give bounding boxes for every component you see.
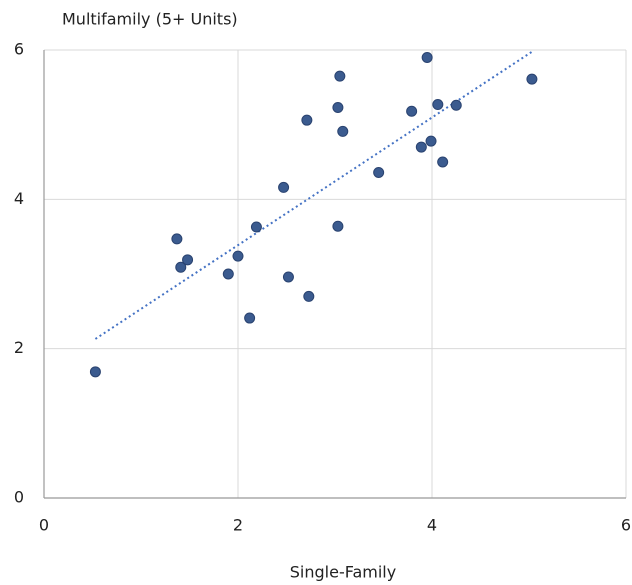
point [373,166,385,178]
point [278,181,290,193]
x-tick-label: 2 [233,516,243,535]
point [175,261,187,273]
point [450,99,462,111]
point [437,156,449,168]
trendline [94,50,533,340]
point [332,101,344,113]
point [222,268,234,280]
point [337,125,349,137]
y-tick-label: 4 [14,189,24,208]
point [282,271,294,283]
point [89,366,101,378]
point [171,233,183,245]
point [182,254,194,266]
x-tick-label: 4 [427,516,437,535]
point [303,290,315,302]
point [432,99,444,111]
x-tick-label: 6 [621,516,631,535]
x-tick-label: 0 [39,516,49,535]
y-tick-label: 6 [14,40,24,59]
x-axis-title: Single-Family [290,563,396,582]
point [526,73,538,85]
point [250,221,262,233]
point [421,51,433,63]
point [334,70,346,82]
point [425,135,437,147]
y-tick-label: 2 [14,338,24,357]
point [301,114,313,126]
point [406,105,418,117]
point [332,220,344,232]
point [415,141,427,153]
point [244,312,256,324]
y-tick-label: 0 [14,488,24,507]
y-axis-title: Multifamily (5+ Units) [62,10,238,29]
point [232,250,244,262]
